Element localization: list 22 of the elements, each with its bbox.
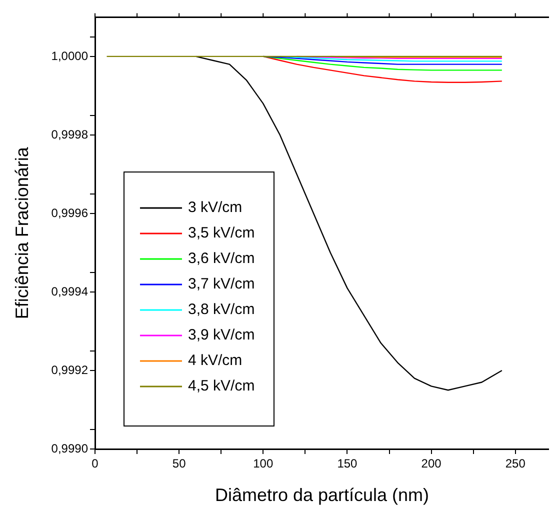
x-tick-label: 100	[253, 456, 274, 471]
x-tick-label: 250	[505, 456, 526, 471]
legend-label: 3,5 kV/cm	[188, 224, 255, 242]
x-axis-title: Diâmetro da partícula (nm)	[214, 485, 430, 506]
legend-label: 4,5 kV/cm	[188, 378, 255, 395]
y-tick-label: 0,9990	[51, 441, 88, 456]
x-tick-label: 50	[172, 456, 186, 471]
legend-label: 3,7 kV/cm	[188, 276, 255, 293]
y-tick-label: 1,0000	[51, 48, 88, 63]
legend-label: 3,6 kV/cm	[188, 250, 255, 268]
y-tick-label: 0,9998	[51, 127, 88, 142]
y-tick-label: 0,9994	[51, 284, 88, 298]
legend-label: 3,8 kV/cm	[188, 301, 255, 318]
x-tick-label: 0	[92, 456, 99, 471]
x-tick-label: 150	[337, 456, 358, 471]
x-tick-label: 200	[421, 456, 442, 471]
y-tick-label: 0,9996	[51, 206, 88, 220]
legend-label: 4 kV/cm	[188, 352, 242, 370]
legend-label: 3,9 kV/cm	[188, 326, 255, 344]
legend-label: 3 kV/cm	[188, 199, 242, 216]
y-axis-title: Eficiência Fracionária	[12, 146, 32, 320]
y-tick-label: 0,9992	[51, 362, 88, 377]
